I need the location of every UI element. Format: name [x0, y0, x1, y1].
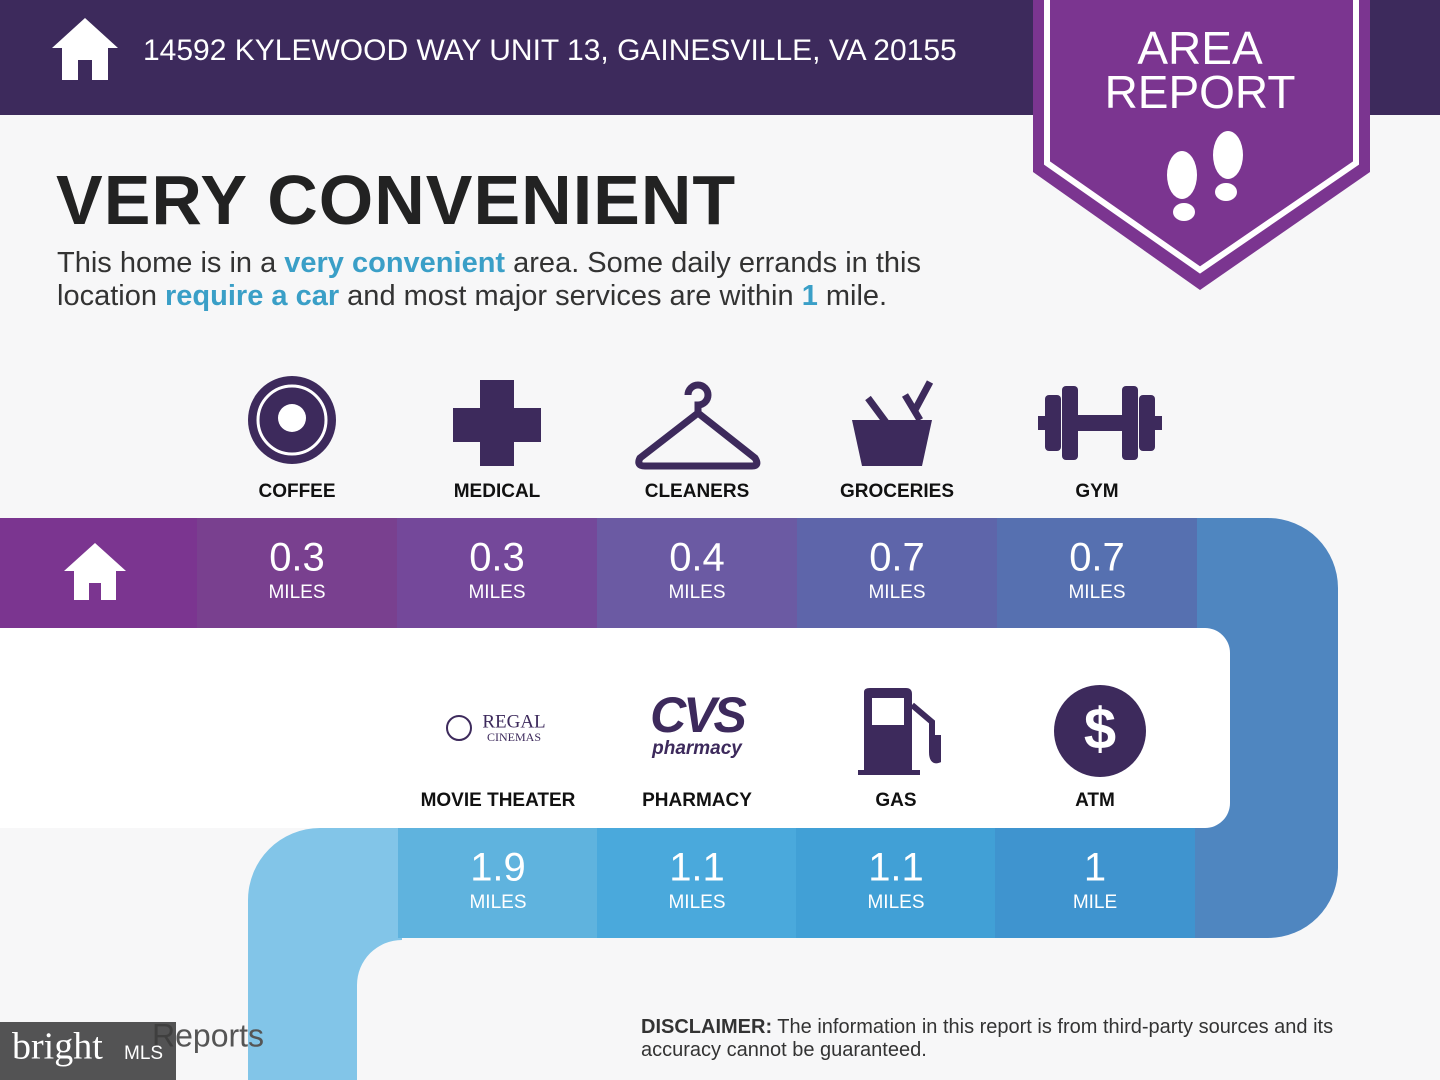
logo-text: CVS	[650, 687, 746, 743]
disclaimer-text: The information in this report is from t…	[641, 1016, 1334, 1061]
distance-cell	[597, 518, 797, 628]
distance-cell	[797, 518, 997, 628]
address: 14592 KYLEWOOD WAY UNIT 13, GAINESVILLE,…	[143, 34, 957, 67]
service-label: ATM	[1075, 790, 1115, 811]
service-label: COFFEE	[258, 481, 335, 502]
summary-text: This home is in a	[57, 247, 285, 279]
service-label: MEDICAL	[454, 481, 541, 502]
distance-unit: MILES	[1068, 582, 1125, 603]
icons	[248, 376, 1162, 777]
badge-line: REPORT	[1105, 66, 1296, 118]
distance-unit: MILES	[867, 892, 924, 913]
service-label: CLEANERS	[645, 481, 750, 502]
summary: This home is in a very convenient area. …	[57, 247, 1017, 313]
badge-border	[1044, 0, 1359, 274]
distance: 1.1	[868, 846, 924, 890]
summary-highlight: 1	[801, 280, 818, 312]
distance: 1.1	[669, 846, 725, 890]
distance-cell	[597, 828, 797, 938]
distance-cell	[796, 828, 996, 938]
distance-unit: MILES	[268, 582, 325, 603]
summary-text: mile.	[817, 280, 888, 312]
summary-highlight: require a car	[165, 280, 340, 312]
distance: 0.4	[669, 536, 725, 580]
summary-text: and most major services are within	[339, 280, 802, 312]
logo-text: CINEMAS	[487, 730, 541, 744]
badge-line: AREA	[1137, 22, 1263, 74]
watermark-box	[0, 1022, 176, 1080]
watermark: bright	[12, 1026, 103, 1068]
distance-cell	[995, 828, 1195, 938]
footprints	[1167, 131, 1243, 221]
distance-unit: MILES	[469, 892, 526, 913]
distance-cell	[398, 828, 598, 938]
distance: 0.3	[469, 536, 525, 580]
home-icon	[52, 18, 118, 80]
home-icon	[64, 543, 126, 600]
summary-highlight: very convenient	[284, 247, 506, 279]
distance: 0.7	[869, 536, 925, 580]
service-label: GYM	[1075, 481, 1118, 502]
summary-text: area. Some daily errands in this locatio…	[57, 247, 921, 312]
service-label: MOVIE THEATER	[421, 790, 576, 811]
logo-text: REGAL	[482, 711, 545, 732]
distance-unit: MILES	[868, 582, 925, 603]
inner-panel	[0, 628, 1230, 828]
service-label: PHARMACY	[642, 790, 752, 811]
headline: VERY CONVENIENT	[56, 161, 737, 239]
connector-left	[248, 828, 402, 1080]
distance-cell	[997, 518, 1197, 628]
service-label: GROCERIES	[840, 481, 954, 502]
distance-cell	[197, 518, 397, 628]
disclaimer-lead: DISCLAIMER:	[641, 1016, 773, 1038]
distance: 1.9	[470, 846, 526, 890]
distance-unit: MILE	[1073, 892, 1117, 913]
badge	[1033, 0, 1370, 290]
distance: 0.3	[269, 536, 325, 580]
connector-right	[1195, 518, 1338, 938]
distance: 1	[1084, 846, 1106, 890]
distance-cell	[397, 518, 597, 628]
distance-unit: MILES	[668, 582, 725, 603]
distance-unit: MILES	[668, 892, 725, 913]
service-label: GAS	[875, 790, 916, 811]
logo-text: pharmacy	[651, 738, 743, 759]
watermark: MLS	[124, 1043, 163, 1064]
distance-unit: MILES	[468, 582, 525, 603]
disclaimer: DISCLAIMER: The information in this repo…	[641, 1016, 1411, 1062]
icon-glyph: $	[1084, 696, 1116, 761]
distance: 0.7	[1069, 536, 1125, 580]
